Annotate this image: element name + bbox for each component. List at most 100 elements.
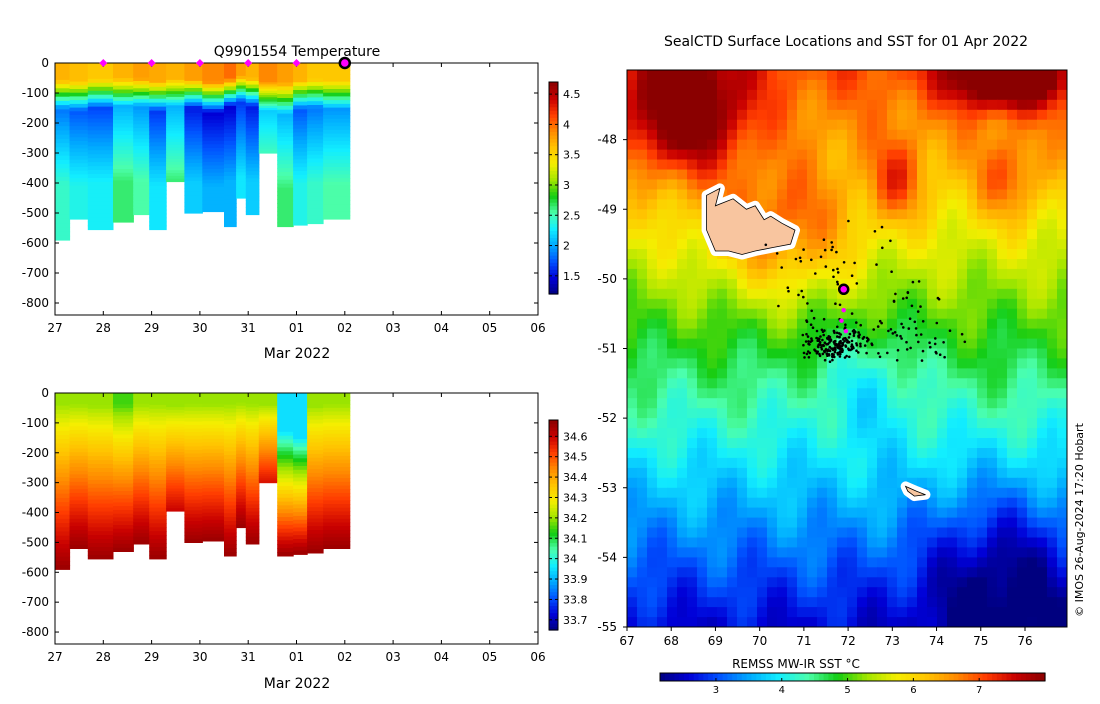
seal-location xyxy=(814,272,817,275)
seal-location xyxy=(861,337,865,340)
profile-cell xyxy=(236,172,247,177)
sst-cell xyxy=(917,219,928,230)
x-tick-label: 01 xyxy=(289,650,304,664)
sst-cell xyxy=(997,70,1008,81)
sst-cell xyxy=(677,99,688,111)
sst-cell xyxy=(877,79,888,91)
sst-cell xyxy=(657,388,668,399)
sst-cell xyxy=(1007,577,1018,588)
sst-cell xyxy=(707,298,718,310)
seal-location xyxy=(850,343,854,346)
x-tick-label: 02 xyxy=(337,650,352,664)
colorbar-cell xyxy=(895,673,902,681)
sst-cell xyxy=(1057,239,1067,250)
seal-location xyxy=(807,356,811,359)
profile-cell xyxy=(69,85,89,90)
sst-cell xyxy=(917,268,928,280)
sst-cell xyxy=(947,318,958,330)
profile-cell xyxy=(202,84,225,89)
sst-cell xyxy=(907,418,918,429)
sst-cell xyxy=(977,438,988,449)
sst-cell xyxy=(737,308,748,320)
profile-cell xyxy=(166,178,186,183)
profile-cell xyxy=(245,203,260,208)
seal-location xyxy=(899,334,902,338)
sst-cell xyxy=(637,388,648,399)
sst-cell xyxy=(647,119,658,131)
sst-cell xyxy=(877,109,888,121)
profile-cell xyxy=(202,123,225,128)
profile-cell xyxy=(245,393,260,398)
profile-cell xyxy=(113,468,134,473)
sst-cell xyxy=(727,457,738,469)
sst-cell xyxy=(667,109,678,121)
sst-cell xyxy=(987,189,998,200)
profile-cell xyxy=(113,206,134,212)
sst-cell xyxy=(697,268,708,280)
sst-cell xyxy=(827,448,838,459)
sst-cell xyxy=(777,189,788,200)
sst-cell xyxy=(977,169,988,181)
sst-cell xyxy=(627,557,638,568)
profile-cell xyxy=(323,148,351,153)
sst-cell xyxy=(747,587,758,598)
profile-cell xyxy=(87,146,114,151)
profile-cell xyxy=(224,63,237,68)
sst-cell xyxy=(907,268,918,280)
sst-cell xyxy=(637,209,648,220)
sst-cell xyxy=(657,378,668,389)
sst-cell xyxy=(827,398,838,409)
sst-cell xyxy=(1047,378,1058,389)
profile-cell xyxy=(113,134,134,140)
colorbar-cell xyxy=(549,619,558,624)
profile-cell xyxy=(69,185,89,190)
profile-cell xyxy=(323,433,351,438)
seal-location xyxy=(894,292,897,296)
sst-cell xyxy=(677,79,688,91)
sst-cell xyxy=(647,557,658,568)
profile-cell xyxy=(87,162,114,167)
seal-location xyxy=(905,296,908,300)
sst-cell xyxy=(837,119,848,131)
profile-cell xyxy=(166,68,186,72)
profile-cell xyxy=(69,496,89,501)
seal-location xyxy=(934,350,938,354)
sst-cell xyxy=(1017,189,1028,200)
sst-cell xyxy=(1017,99,1028,111)
sst-cell xyxy=(817,278,828,290)
sst-cell xyxy=(837,308,848,320)
profile-cell xyxy=(236,124,247,128)
sst-cell xyxy=(917,368,928,379)
profile-cell xyxy=(323,504,351,509)
sst-cell xyxy=(957,308,968,320)
seal-location xyxy=(852,332,856,335)
sst-cell xyxy=(867,288,878,300)
colorbar-cell xyxy=(549,549,558,554)
sst-cell xyxy=(887,129,898,141)
sst-cell xyxy=(907,607,918,618)
sst-cell xyxy=(727,537,738,549)
colorbar-cell xyxy=(549,85,558,90)
colorbar-cell xyxy=(972,673,979,681)
sst-cell xyxy=(847,587,858,598)
sst-cell xyxy=(677,338,688,350)
profile-cell xyxy=(184,425,203,430)
sst-cell xyxy=(997,507,1008,519)
profile-cell xyxy=(202,63,225,68)
profile-cell xyxy=(258,469,278,473)
profile-cell xyxy=(245,457,260,462)
profile-cell xyxy=(293,442,308,448)
profile-cell xyxy=(245,400,260,405)
profile-cell xyxy=(224,435,237,441)
profile-cell xyxy=(113,438,134,443)
profile-cell xyxy=(277,101,294,107)
profile-cell xyxy=(69,537,89,542)
profile-cell xyxy=(69,181,89,187)
sst-cell xyxy=(1017,119,1028,131)
sst-cell xyxy=(817,587,828,598)
sst-cell xyxy=(727,268,738,280)
profile-cell xyxy=(149,554,167,560)
sst-cell xyxy=(777,378,788,389)
sst-cell xyxy=(827,209,838,220)
